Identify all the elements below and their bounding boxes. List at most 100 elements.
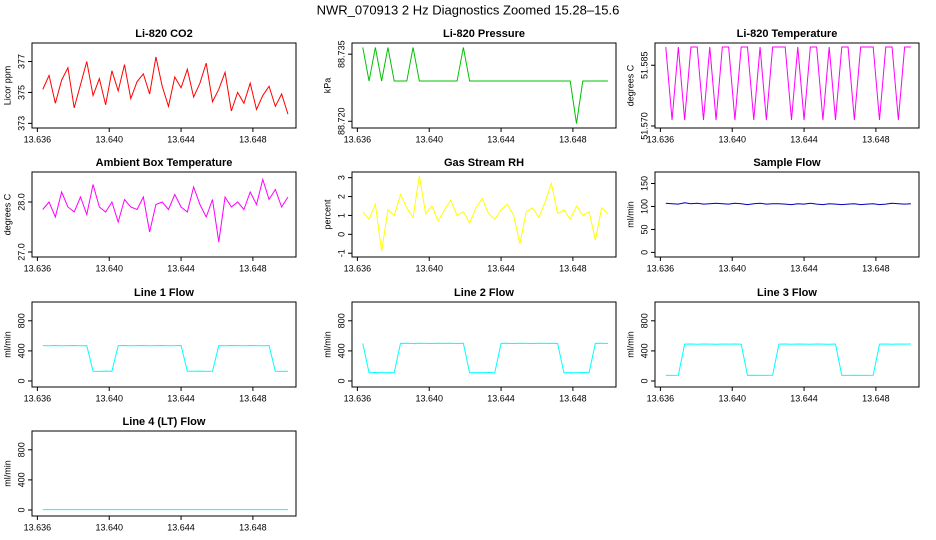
x-tick-label: 13.636	[647, 134, 675, 144]
y-tick-label: 800	[639, 313, 649, 328]
data-line	[665, 46, 911, 120]
y-axis-label: degrees C	[625, 64, 635, 106]
data-line	[42, 177, 289, 243]
x-tick-label: 13.648	[559, 393, 587, 403]
y-tick-label: 0	[639, 378, 649, 383]
y-axis-label: ml/min	[322, 331, 332, 358]
y-tick-label: 51.585	[639, 51, 649, 79]
y-axis-label: kPa	[322, 78, 332, 94]
y-tick-label: 400	[16, 343, 26, 358]
panel-title: Line 2 Flow	[454, 287, 514, 299]
x-tick-label: 13.648	[862, 263, 890, 273]
y-tick-label: -1	[336, 249, 346, 257]
x-tick-label: 13.644	[790, 393, 818, 403]
y-axis-label: ml/min	[2, 460, 12, 487]
panel-title: Line 1 Flow	[134, 287, 194, 299]
y-tick-label: 88.720	[336, 108, 346, 136]
x-tick-label: 13.644	[167, 393, 195, 403]
y-axis-label: percent	[322, 199, 332, 230]
x-tick-label: 13.636	[344, 263, 372, 273]
y-tick-label: 400	[639, 343, 649, 358]
x-tick-label: 13.648	[239, 263, 267, 273]
panel-title: Ambient Box Temperature	[96, 157, 233, 169]
x-tick-label: 13.640	[95, 263, 123, 273]
y-tick-label: 51.570	[639, 112, 649, 140]
y-tick-label: 400	[336, 343, 346, 358]
y-tick-label: 375	[16, 85, 26, 100]
figure-title: NWR_070913 2 Hz Diagnostics Zoomed 15.28…	[317, 2, 620, 17]
panel-title: Sample Flow	[753, 157, 821, 169]
y-tick-label: 3	[336, 175, 346, 180]
data-line	[42, 344, 288, 372]
x-tick-label: 13.644	[167, 134, 195, 144]
plot-frame	[31, 42, 297, 129]
plot-frame	[31, 430, 297, 517]
y-tick-label: 800	[336, 313, 346, 328]
x-tick-label: 13.648	[559, 134, 587, 144]
y-tick-label: 0	[16, 378, 26, 383]
x-tick-label: 13.640	[95, 393, 123, 403]
x-tick-label: 13.636	[344, 134, 372, 144]
x-tick-label: 13.644	[487, 393, 515, 403]
data-line	[362, 47, 608, 124]
panel-title: Li-820 Temperature	[737, 28, 838, 40]
y-axis-label: Licor ppm	[2, 66, 12, 106]
x-tick-label: 13.636	[24, 134, 52, 144]
x-tick-label: 13.644	[167, 522, 195, 532]
data-line	[362, 175, 609, 252]
y-tick-label: 0	[16, 507, 26, 512]
x-tick-label: 13.648	[239, 134, 267, 144]
plot-frame	[351, 171, 617, 258]
x-tick-label: 13.648	[239, 393, 267, 403]
x-tick-label: 13.640	[415, 134, 443, 144]
data-line	[362, 342, 608, 374]
panel-title: Li-820 Pressure	[443, 28, 525, 40]
plot-frame	[654, 42, 920, 129]
x-tick-label: 13.644	[487, 263, 515, 273]
y-tick-label: 0	[336, 378, 346, 383]
plot-frame	[654, 171, 920, 258]
panel-title: Gas Stream RH	[444, 157, 524, 169]
x-tick-label: 13.640	[718, 393, 746, 403]
panel-title: Li-820 CO2	[135, 28, 192, 40]
x-tick-label: 13.636	[344, 393, 372, 403]
plot-frame	[654, 301, 920, 388]
x-tick-label: 13.640	[95, 522, 123, 532]
y-tick-label: 0	[336, 232, 346, 237]
y-tick-label: 800	[16, 442, 26, 457]
x-tick-label: 13.640	[415, 393, 443, 403]
x-tick-label: 13.644	[487, 134, 515, 144]
y-tick-label: 400	[16, 472, 26, 487]
y-tick-label: 100	[639, 199, 649, 214]
x-tick-label: 13.640	[415, 263, 443, 273]
plot-frame	[31, 171, 297, 258]
y-axis-label: ml/min	[625, 201, 635, 228]
y-tick-label: 28.0	[16, 193, 26, 211]
x-tick-label: 13.640	[718, 134, 746, 144]
x-tick-label: 13.644	[167, 263, 195, 273]
data-line	[42, 56, 289, 115]
plot-frame	[351, 42, 617, 129]
x-tick-label: 13.636	[24, 522, 52, 532]
x-tick-label: 13.636	[24, 263, 52, 273]
y-axis-label: ml/min	[625, 331, 635, 358]
x-tick-label: 13.644	[790, 134, 818, 144]
y-tick-label: 50	[639, 224, 649, 234]
data-line	[665, 343, 911, 376]
plot-frame	[351, 301, 617, 388]
y-axis-label: ml/min	[2, 331, 12, 358]
x-tick-label: 13.648	[862, 393, 890, 403]
y-axis-label: degrees C	[2, 193, 12, 235]
x-tick-label: 13.648	[862, 134, 890, 144]
y-tick-label: 377	[16, 54, 26, 69]
x-tick-label: 13.636	[647, 263, 675, 273]
x-tick-label: 13.640	[95, 134, 123, 144]
x-tick-label: 13.648	[239, 522, 267, 532]
x-tick-label: 13.640	[718, 263, 746, 273]
y-tick-label: 150	[639, 176, 649, 191]
x-tick-label: 13.636	[647, 393, 675, 403]
y-tick-label: 0	[639, 250, 649, 255]
panel-title: Line 4 (LT) Flow	[123, 416, 206, 428]
